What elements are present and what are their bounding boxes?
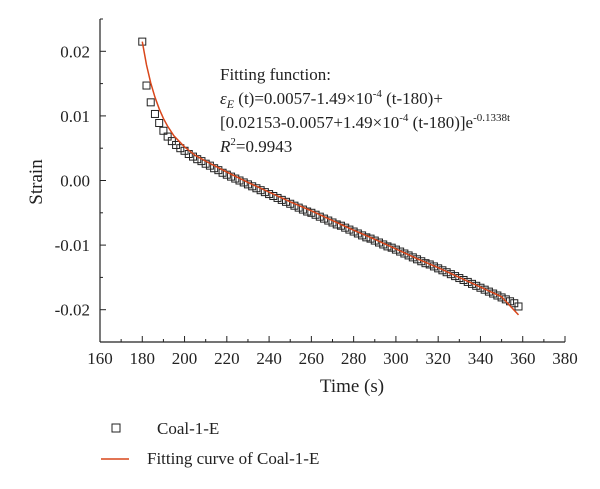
legend-marker-coal-1-e [111,423,121,433]
plot-area [99,18,566,343]
data-point [396,247,405,256]
data-point [455,274,464,283]
data-point [429,262,438,271]
data-point [142,81,151,90]
annotation-line-3: [0.02153-0.0057+1.49×10-4 (t-180)]e-0.13… [220,112,510,132]
legend-label-coal-1-e: Coal-1-E [157,419,219,438]
data-point [400,249,409,258]
legend: Coal-1-E Fitting curve of Coal-1-E [101,419,319,468]
data-point [489,289,498,298]
x-tick-label: 200 [172,349,198,368]
x-tick-label: 280 [341,349,367,368]
data-point [459,275,468,284]
x-tick-label: 260 [299,349,325,368]
data-point [408,253,417,262]
data-point [391,245,400,254]
data-point [298,205,307,214]
data-point [514,302,523,311]
data-point [146,98,155,107]
x-tick-label: 240 [256,349,282,368]
y-tick-label: 0.02 [60,42,90,61]
data-point [404,251,413,260]
x-tick-label: 380 [552,349,578,368]
data-point [497,293,506,302]
fit-curve-line [141,41,520,316]
data-point [476,283,485,292]
data-point [425,260,434,269]
y-axis-title: Strain [26,159,47,205]
data-point [501,295,510,304]
y-tick-label: 0.01 [60,107,90,126]
x-tick-label: 160 [87,349,113,368]
y-tick-label: 0.00 [60,172,90,191]
annotation-line-4: R2=0.9943 [219,136,292,156]
data-point [446,270,455,279]
data-point [442,268,451,277]
x-tick-label: 220 [214,349,240,368]
fit-annotation: Fitting function: εE (t)=0.0057-1.49×10-… [219,65,510,156]
annotation-line-2: εE (t)=0.0057-1.49×10-4 (t-180)+ [220,88,443,111]
x-tick-label: 180 [130,349,156,368]
data-point [176,144,185,153]
data-point [222,170,231,179]
x-axis-title: Time (s) [320,376,384,397]
data-point [434,264,443,273]
data-point [387,243,396,252]
data-point [303,207,312,216]
data-point [159,126,168,135]
data-point [150,109,159,118]
x-tick-label: 320 [425,349,451,368]
annotation-line-1: Fitting function: [220,65,331,84]
data-point [472,281,481,290]
x-tick-label: 340 [468,349,494,368]
x-tick-label: 300 [383,349,409,368]
data-point [451,272,460,281]
tick-labels: 160 180 200 220 240 260 280 300 320 340 360 380 0.02… [55,42,578,368]
y-tick-label: -0.02 [55,301,90,320]
data-point [438,266,447,275]
data-point [484,287,493,296]
data-point [155,119,164,128]
data-point [468,279,476,288]
legend-label-fitting-curve: Fitting curve of Coal-1-E [147,449,319,468]
data-point [480,285,489,294]
data-point [163,132,172,141]
data-point [463,277,472,286]
data-point [413,255,422,264]
data-point [493,291,502,300]
x-tick-label: 360 [510,349,536,368]
y-tick-label: -0.01 [55,236,90,255]
